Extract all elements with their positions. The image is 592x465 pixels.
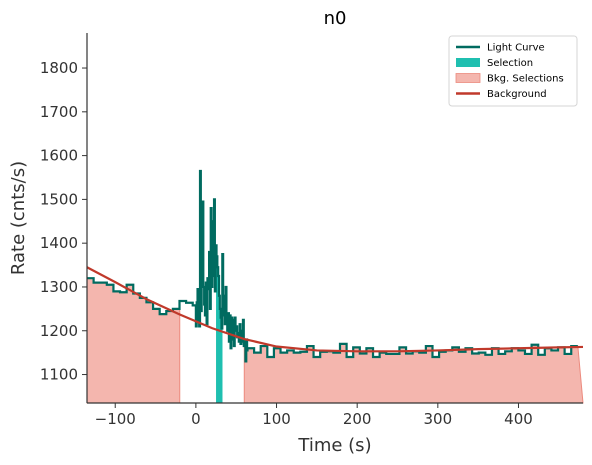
legend-swatch-patch xyxy=(456,58,480,67)
x-ticks: −100 0 100 200 300 400 xyxy=(95,403,533,428)
x-tick-label: 400 xyxy=(504,410,533,428)
bkg-selection-region xyxy=(86,277,181,404)
x-axis-title: Time (s) xyxy=(297,435,371,456)
y-axis-title: Rate (cnts/s) xyxy=(8,161,29,275)
legend-label: Bkg. Selections xyxy=(487,74,564,85)
y-tick-label: 1600 xyxy=(40,147,78,165)
x-tick-label: 200 xyxy=(343,410,372,428)
y-tick-label: 1700 xyxy=(40,103,78,121)
bkg-selection-layer xyxy=(86,277,584,404)
x-tick-label: 0 xyxy=(191,410,201,428)
y-tick-label: 1200 xyxy=(40,322,78,340)
axes xyxy=(86,33,583,404)
source-selection-region xyxy=(216,245,223,403)
y-tick-label: 1800 xyxy=(40,59,78,77)
legend-box xyxy=(448,35,578,107)
legend: Light Curve Selection Bkg. Selections Backg… xyxy=(448,35,578,107)
legend-label: Light Curve xyxy=(487,43,545,54)
selection-layer xyxy=(216,245,223,403)
y-ticks: 1100 1200 1300 1400 1500 1600 1700 1800 xyxy=(40,59,87,384)
x-tick-label: 100 xyxy=(262,410,291,428)
light-curve-line xyxy=(87,169,578,363)
x-tick-label: −100 xyxy=(95,410,136,428)
y-tick-label: 1300 xyxy=(40,278,78,296)
legend-label: Selection xyxy=(487,58,533,69)
y-tick-label: 1100 xyxy=(40,366,78,384)
y-tick-label: 1400 xyxy=(40,234,78,252)
background-fit-layer xyxy=(86,266,584,353)
light-curve-layer xyxy=(87,169,578,363)
y-tick-label: 1500 xyxy=(40,190,78,208)
legend-swatch-patch xyxy=(455,73,481,83)
legend-label: Background xyxy=(487,89,547,100)
chart-title: n0 xyxy=(324,8,347,29)
background-fit-line xyxy=(86,266,584,353)
x-tick-label: 300 xyxy=(424,410,453,428)
